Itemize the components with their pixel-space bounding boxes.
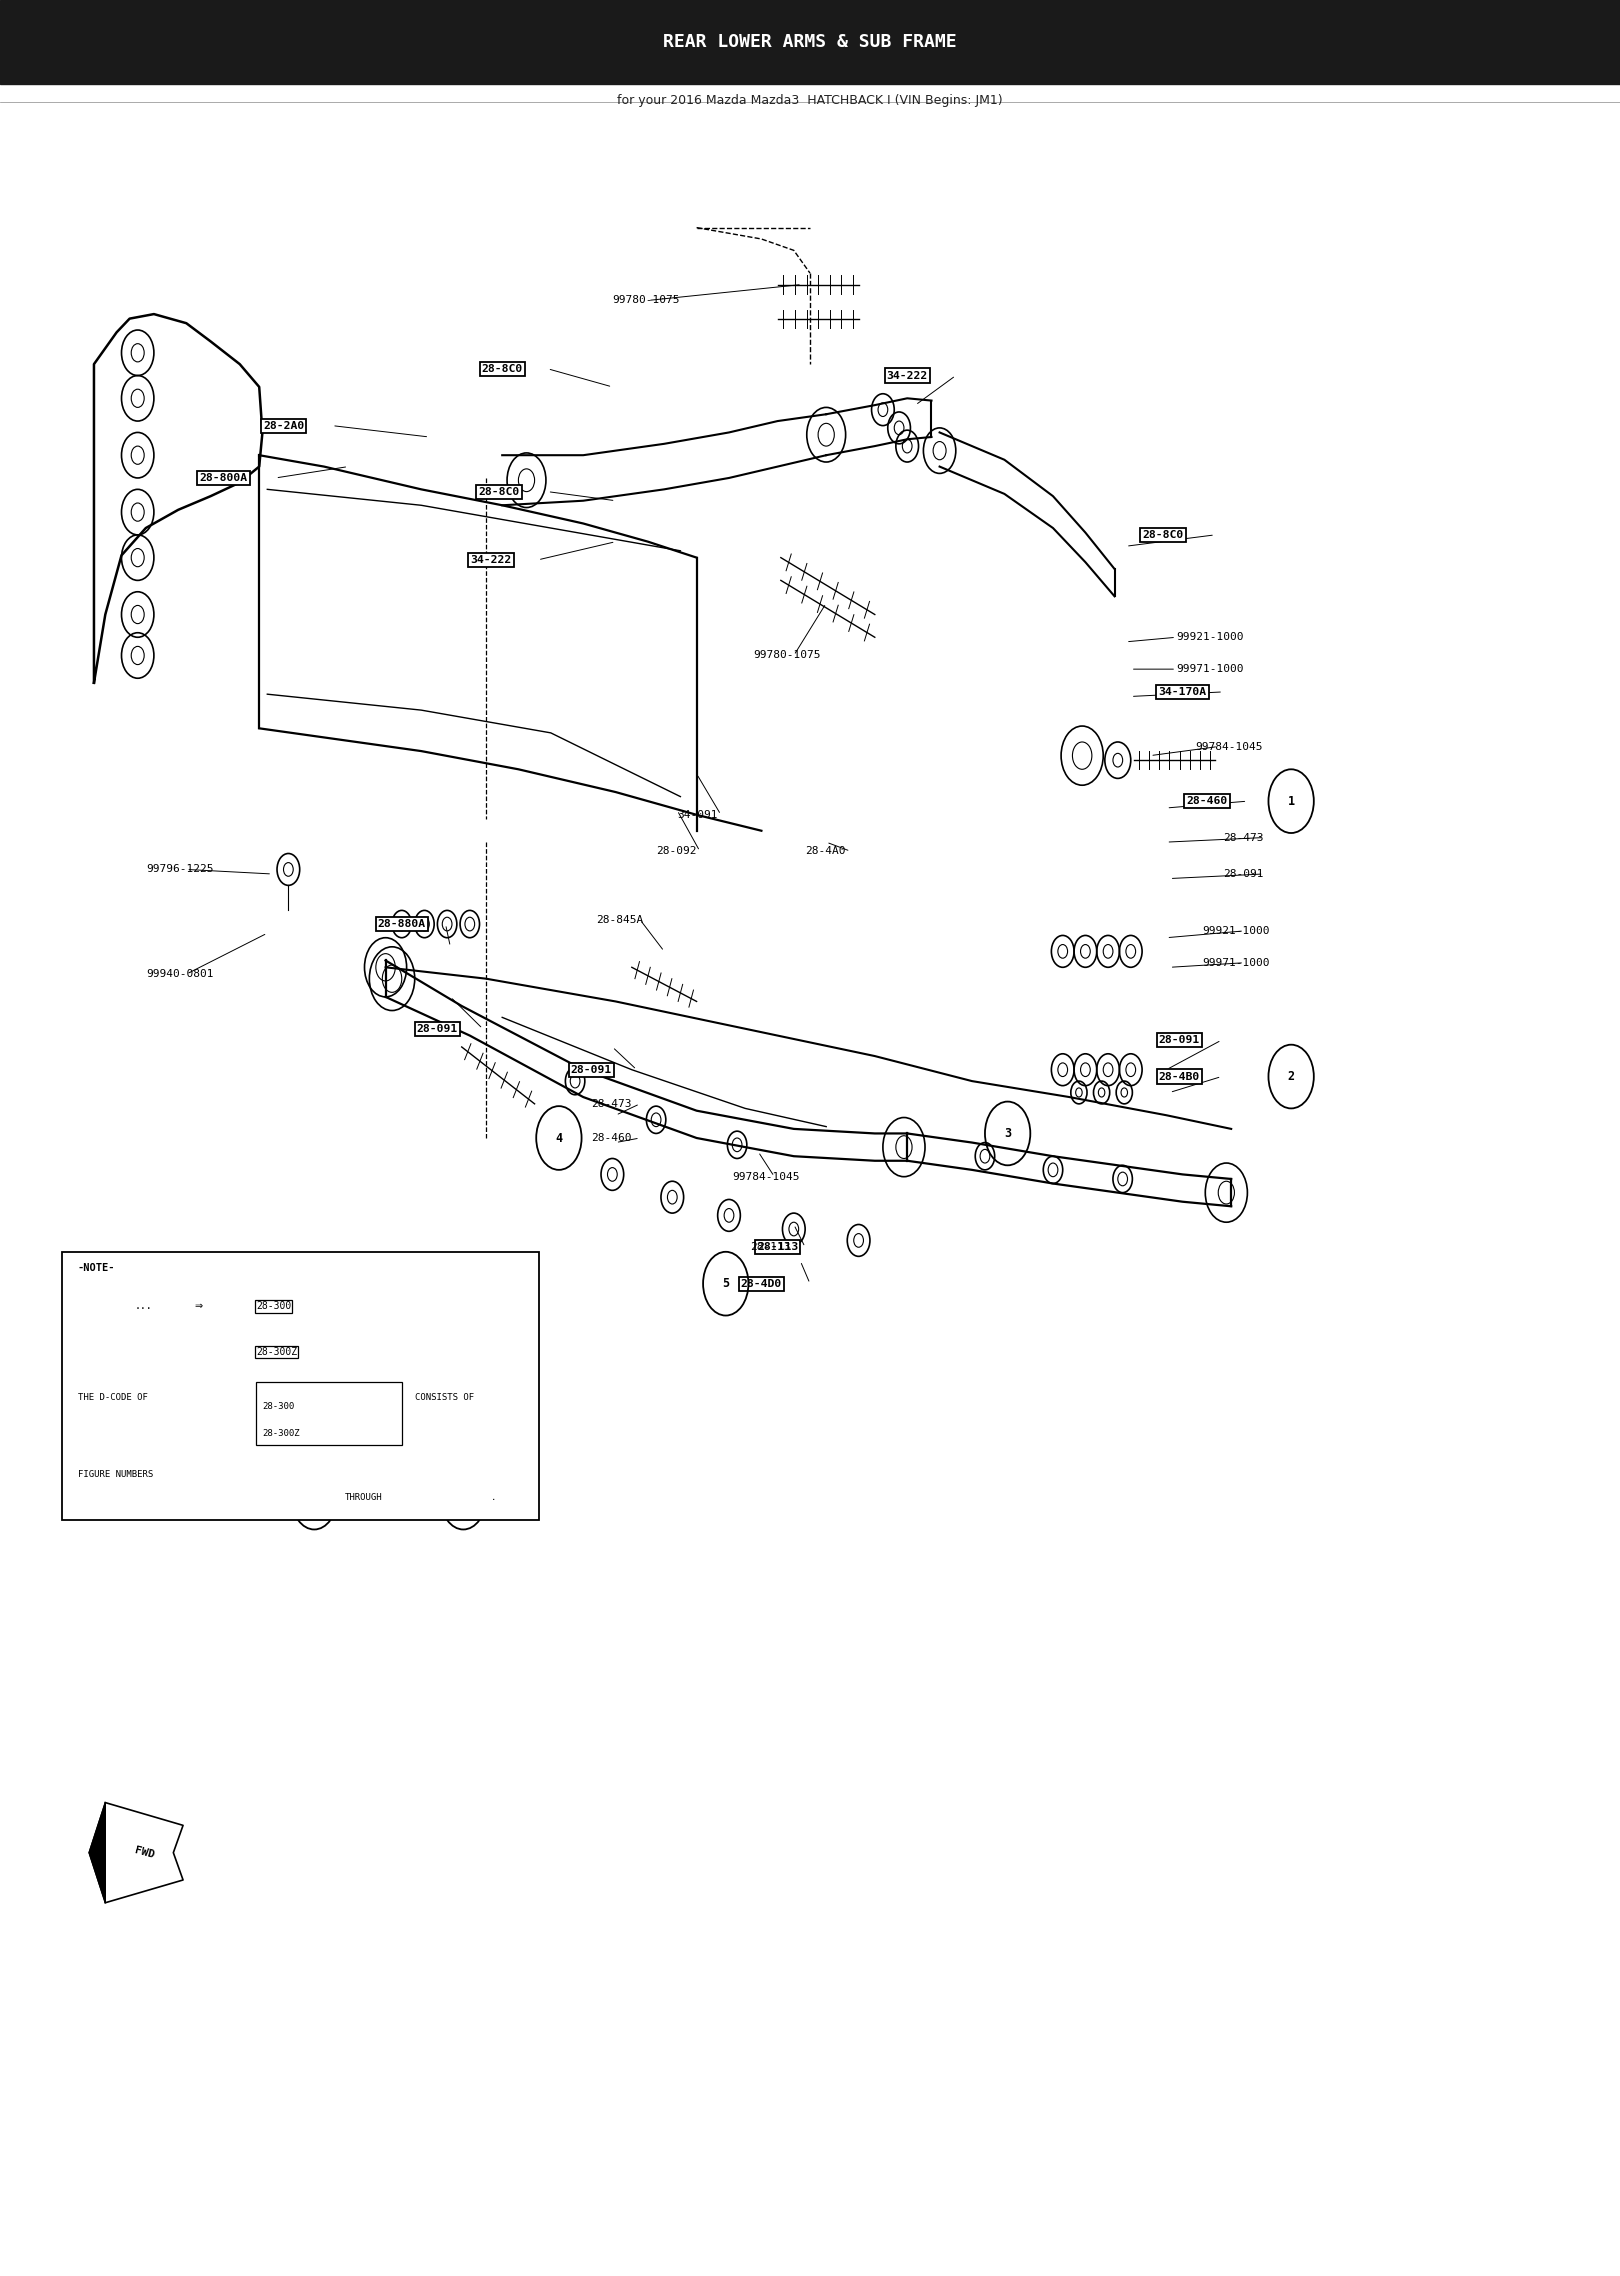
Text: 28-300: 28-300 — [256, 1302, 292, 1311]
Text: 99971-1000: 99971-1000 — [1176, 665, 1244, 674]
Text: .: . — [491, 1493, 496, 1502]
Text: 28-300Z: 28-300Z — [262, 1429, 300, 1438]
Bar — [256, 1382, 402, 1445]
Text: 28-300: 28-300 — [262, 1402, 295, 1411]
Text: THROUGH: THROUGH — [345, 1493, 382, 1502]
Text: 28-4D0: 28-4D0 — [740, 1279, 782, 1288]
Text: FWD: FWD — [133, 1846, 156, 1859]
Text: 99940-0801: 99940-0801 — [146, 970, 214, 979]
Text: 99796-1225: 99796-1225 — [146, 865, 214, 874]
Text: 28-460: 28-460 — [591, 1133, 632, 1143]
Text: REAR LOWER ARMS & SUB FRAME: REAR LOWER ARMS & SUB FRAME — [663, 34, 957, 50]
Text: 99784-1045: 99784-1045 — [732, 1172, 800, 1181]
Text: 28-4B0: 28-4B0 — [1158, 1072, 1200, 1081]
Text: 28-113: 28-113 — [750, 1243, 791, 1252]
Bar — [0, 0, 1620, 84]
Text: 34-222: 34-222 — [886, 371, 928, 380]
Text: 99780-1075: 99780-1075 — [612, 296, 680, 305]
Text: 3: 3 — [1004, 1127, 1011, 1140]
Text: 28-2A0: 28-2A0 — [262, 421, 305, 430]
Text: 28-8C0: 28-8C0 — [1142, 530, 1184, 539]
Text: 28-460: 28-460 — [1186, 797, 1228, 806]
Text: 28-845A: 28-845A — [596, 915, 643, 924]
Text: 28-800A: 28-800A — [199, 473, 248, 483]
Text: CONSISTS OF: CONSISTS OF — [415, 1393, 473, 1402]
Text: 2: 2 — [1288, 1070, 1294, 1083]
Polygon shape — [105, 1803, 183, 1903]
Text: -NOTE-: -NOTE- — [78, 1263, 115, 1272]
Text: 99780-1075: 99780-1075 — [753, 651, 821, 660]
Text: 1: 1 — [311, 1493, 318, 1502]
Text: 28-473: 28-473 — [1223, 833, 1264, 842]
Text: ...: ... — [134, 1302, 152, 1311]
Text: 5: 5 — [460, 1493, 467, 1502]
Text: 28-091: 28-091 — [416, 1024, 458, 1033]
Text: 99784-1045: 99784-1045 — [1196, 742, 1264, 751]
Text: 34-170A: 34-170A — [1158, 687, 1207, 696]
Text: 5: 5 — [164, 1302, 170, 1311]
Text: 28-113: 28-113 — [757, 1243, 799, 1252]
Text: 99921-1000: 99921-1000 — [1176, 633, 1244, 642]
Text: 4: 4 — [556, 1131, 562, 1145]
Text: THE D-CODE OF: THE D-CODE OF — [78, 1393, 147, 1402]
Text: ⇒: ⇒ — [194, 1302, 202, 1311]
Text: 99921-1000: 99921-1000 — [1202, 926, 1270, 935]
Text: FIGURE NUMBERS: FIGURE NUMBERS — [78, 1470, 152, 1479]
Text: 28-473: 28-473 — [591, 1099, 632, 1108]
Text: 34-091: 34-091 — [677, 810, 718, 819]
Text: 28-880A: 28-880A — [377, 920, 426, 929]
Text: 1: 1 — [104, 1302, 110, 1311]
Text: 28-8C0: 28-8C0 — [478, 487, 520, 496]
Text: 28-091: 28-091 — [1223, 869, 1264, 879]
Text: 99971-1000: 99971-1000 — [1202, 958, 1270, 967]
Text: for your 2016 Mazda Mazda3  HATCHBACK I (VIN Begins: JM1): for your 2016 Mazda Mazda3 HATCHBACK I (… — [617, 93, 1003, 107]
Bar — [62, 1252, 539, 1520]
Text: 28-4A0: 28-4A0 — [805, 847, 846, 856]
Text: 28-091: 28-091 — [1158, 1036, 1200, 1045]
Text: 28-300Z: 28-300Z — [256, 1347, 296, 1356]
Text: 34-222: 34-222 — [470, 555, 512, 564]
Text: 5: 5 — [723, 1277, 729, 1290]
Text: 28-8C0: 28-8C0 — [481, 364, 523, 373]
Text: 28-091: 28-091 — [570, 1065, 612, 1074]
Text: 28-092: 28-092 — [656, 847, 697, 856]
Text: 1: 1 — [1288, 794, 1294, 808]
Polygon shape — [89, 1803, 105, 1903]
